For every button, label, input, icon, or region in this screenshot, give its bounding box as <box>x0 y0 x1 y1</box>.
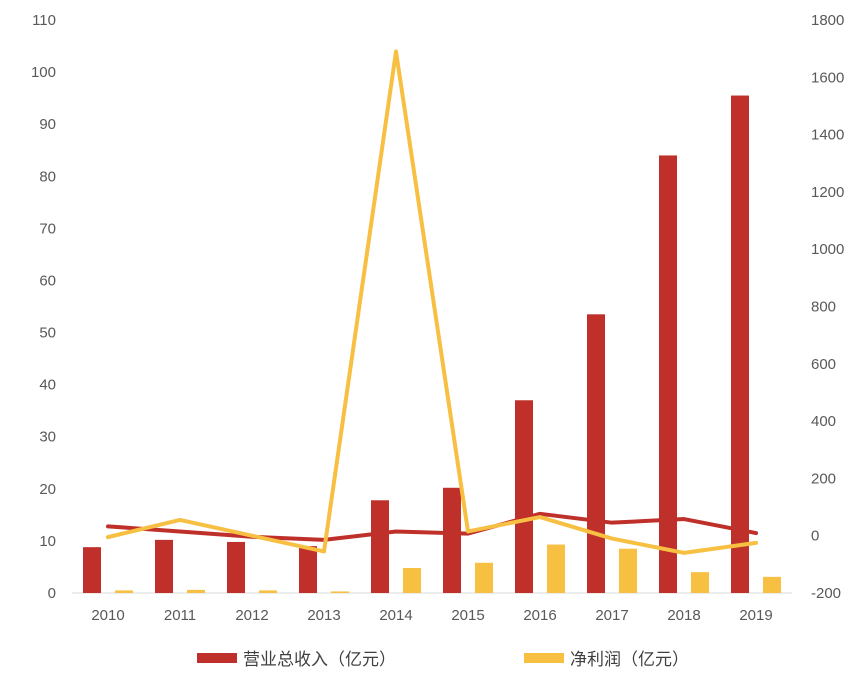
bar-profit <box>619 548 637 593</box>
line-profit <box>106 49 758 555</box>
x-tick-label: 2019 <box>739 607 772 624</box>
bar-revenue <box>731 95 749 594</box>
y-left-tick-label: 40 <box>39 377 56 394</box>
bar-profit <box>763 576 781 593</box>
y-left-tick-label: 20 <box>39 481 56 498</box>
x-tick-label: 2015 <box>451 607 484 624</box>
y-right-tick-label: 1000 <box>811 241 844 258</box>
y-left-tick-label: 10 <box>39 533 56 550</box>
bar-profit <box>475 562 493 593</box>
bar-revenue <box>299 546 317 593</box>
y-right-tick-label: 400 <box>811 413 836 430</box>
x-tick-label: 2012 <box>235 607 268 624</box>
bar-profit <box>691 572 709 593</box>
y-left-tick-label: 0 <box>48 585 56 602</box>
legend-label-profit: 净利润（亿元） <box>570 650 689 670</box>
y-right-tick-label: 1600 <box>811 69 844 86</box>
y-left-tick-label: 60 <box>39 272 56 289</box>
bar-profit <box>115 590 133 593</box>
y-right-tick-label: 800 <box>811 299 836 316</box>
legend-swatch-profit <box>524 652 564 663</box>
bar-revenue <box>659 155 677 593</box>
legend: 营业总收入（亿元） 净利润（亿元） <box>0 645 865 673</box>
y-left-tick-label: 70 <box>39 220 56 237</box>
bar-revenue <box>227 541 245 593</box>
legend-item-profit: 净利润（亿元） <box>524 645 689 670</box>
x-tick-label: 2016 <box>523 607 556 624</box>
x-tick-label: 2011 <box>164 607 196 624</box>
bar-revenue <box>155 539 173 593</box>
y-left-tick-label: 80 <box>39 168 56 185</box>
bar-profit <box>331 591 349 593</box>
bar-profit <box>403 567 421 593</box>
bar-profit <box>259 590 277 593</box>
legend-item-revenue: 营业总收入（亿元） <box>197 645 396 670</box>
bar-revenue <box>587 314 605 593</box>
bar-revenue <box>443 487 461 593</box>
y-left-tick-label: 90 <box>39 116 56 133</box>
x-tick-label: 2013 <box>307 607 340 624</box>
x-tick-label: 2014 <box>379 607 412 624</box>
bar-profit <box>187 589 205 593</box>
bar-revenue <box>371 500 389 593</box>
y-left-tick-label: 30 <box>39 429 56 446</box>
x-tick-label: 2018 <box>667 607 700 624</box>
y-right-tick-label: 1400 <box>811 127 844 144</box>
legend-swatch-revenue <box>197 652 237 663</box>
bar-revenue <box>515 400 533 593</box>
x-tick-label: 2017 <box>595 607 628 624</box>
x-tick-label: 2010 <box>91 607 124 624</box>
y-right-tick-label: 200 <box>811 470 836 487</box>
bar-revenue <box>83 547 101 593</box>
y-left-tick-label: 110 <box>32 12 56 29</box>
y-left-tick-label: 50 <box>39 325 56 342</box>
y-right-tick-label: 600 <box>811 356 836 373</box>
bar-profit <box>547 544 565 593</box>
y-right-tick-label: 1200 <box>811 184 844 201</box>
y-left-tick-label: 100 <box>31 64 56 81</box>
y-right-tick-label: 1800 <box>811 12 844 29</box>
legend-label-revenue: 营业总收入（亿元） <box>243 650 396 670</box>
y-right-tick-label: 0 <box>811 528 819 545</box>
y-right-tick-label: -200 <box>811 585 841 602</box>
line-revenue <box>106 511 758 542</box>
